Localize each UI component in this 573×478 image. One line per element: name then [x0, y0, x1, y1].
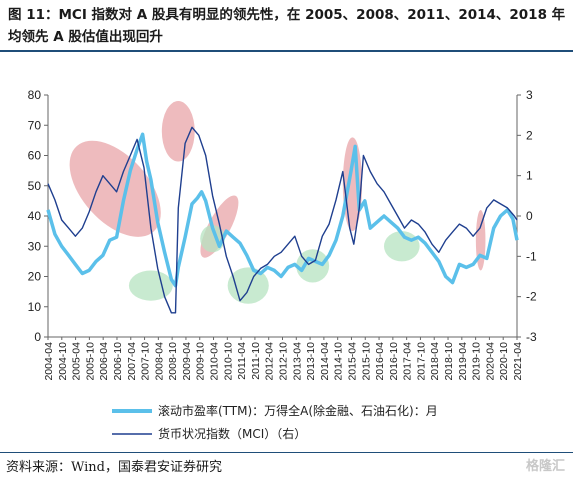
- left-tick-label: 40: [28, 209, 42, 223]
- x-tick-label: 2013-04: [291, 342, 303, 381]
- x-tick-label: 2011-10: [250, 342, 262, 380]
- chart-legend: 滚动市盈率(TTM)：万得全A(除金融、石油石化)：月货币状况指数（MCI）（右…: [112, 403, 438, 441]
- x-tick-label: 2017-04: [402, 342, 414, 381]
- x-tick-label: 2015-10: [360, 342, 372, 381]
- left-tick-label: 20: [28, 270, 42, 284]
- legend-label-pe: 滚动市盈率(TTM)：万得全A(除金融、石油石化)：月: [158, 403, 438, 418]
- figure-title: 图 11：MCI 指数对 A 股具有明显的领先性，在 2005、2008、201…: [8, 7, 566, 45]
- chart-canvas: 0 10 20 30 40 50 60 70 80 -3 -2 -1 0 1 2 3 2004-04 2004-1…: [28, 88, 537, 441]
- x-tick-label: 2010-10: [222, 342, 234, 381]
- x-tick-label: 2020-10: [498, 342, 510, 381]
- left-tick-label: 30: [28, 239, 42, 253]
- right-tick-label: 2: [526, 128, 533, 142]
- mci-line: [47, 126, 518, 314]
- x-tick-label: 2011-04: [236, 342, 248, 380]
- x-tick-label: 2004-10: [57, 342, 69, 381]
- chart-axes: 0 10 20 30 40 50 60 70 80 -3 -2 -1 0 1 2 3 2004-04 2004-1…: [28, 88, 537, 381]
- pe-ttm-line: [46, 132, 519, 288]
- x-tick-label: 2020-04: [484, 342, 496, 381]
- x-tick-label: 2014-04: [319, 342, 331, 381]
- left-tick-label: 80: [28, 88, 42, 102]
- x-tick-label: 2008-04: [153, 342, 165, 381]
- x-tick-label: 2009-04: [181, 342, 193, 381]
- x-tick-label: 2019-10: [471, 342, 483, 381]
- right-tick-label: -1: [526, 249, 537, 263]
- pink-highlight-0: [69, 140, 161, 237]
- x-tick-label: 2006-04: [98, 342, 110, 381]
- left-tick-label: 60: [28, 149, 42, 163]
- x-tick-label: 2007-04: [126, 342, 138, 381]
- x-tick-label: 2016-10: [388, 342, 400, 381]
- x-tick-label: 2017-10: [415, 342, 427, 381]
- right-tick-label: 3: [526, 88, 533, 102]
- x-tick-label: 2019-04: [457, 342, 469, 381]
- watermark-logo: 格隆汇: [525, 459, 565, 474]
- left-tick-label: 10: [28, 300, 42, 314]
- x-tick-label: 2005-10: [84, 342, 96, 381]
- x-tick-label: 2018-04: [429, 342, 441, 381]
- right-tick-label: -3: [526, 330, 537, 344]
- x-tick-label: 2009-10: [195, 342, 207, 381]
- left-tick-label: 0: [34, 330, 41, 344]
- green-highlight-5: [128, 270, 173, 301]
- title-rule: [0, 50, 573, 52]
- right-tick-label: 0: [526, 209, 533, 223]
- x-tick-label: 2013-10: [305, 342, 317, 381]
- x-tick-label: 2005-04: [71, 342, 83, 381]
- green-highlight-8: [296, 249, 330, 283]
- x-tick-label: 2004-04: [43, 342, 55, 381]
- x-tick-label: 2015-04: [346, 342, 358, 381]
- x-tick-label: 2012-04: [264, 342, 276, 381]
- x-tick-label: 2018-10: [443, 342, 455, 381]
- source-note: 资料来源：Wind，国泰君安证券研究: [6, 460, 222, 475]
- left-tick-label: 70: [28, 118, 42, 132]
- x-tick-label: 2021-04: [512, 342, 524, 381]
- footer-rule: [0, 452, 573, 453]
- left-tick-label: 50: [28, 179, 42, 193]
- x-tick-label: 2008-10: [167, 342, 179, 381]
- pink-highlight-1: [161, 101, 195, 162]
- x-tick-label: 2014-10: [333, 342, 345, 381]
- right-tick-label: -2: [526, 290, 537, 304]
- x-tick-label: 2010-04: [209, 342, 221, 381]
- x-tick-label: 2007-10: [140, 342, 152, 381]
- x-tick-label: 2006-10: [112, 342, 124, 381]
- x-tick-label: 2012-10: [278, 342, 290, 381]
- legend-label-mci: 货币状况指数（MCI）（右）: [158, 426, 306, 441]
- highlight-regions: [69, 101, 486, 304]
- chart-series: [46, 126, 519, 314]
- right-tick-label: 1: [526, 169, 533, 183]
- x-tick-label: 2016-04: [374, 342, 386, 381]
